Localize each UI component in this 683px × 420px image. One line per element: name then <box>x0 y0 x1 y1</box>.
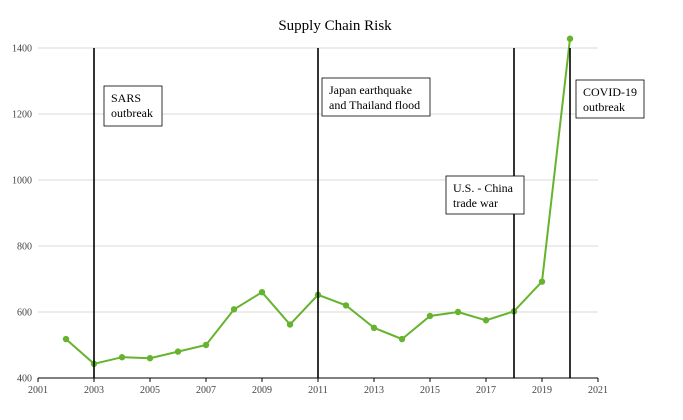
x-tick-label-2005: 2005 <box>140 385 160 396</box>
event-box-2011 <box>321 77 431 117</box>
y-tick-label-1200: 1200 <box>12 110 32 121</box>
chart-title: Supply Chain Risk <box>278 18 392 34</box>
event-box-2003 <box>103 85 163 127</box>
data-point-2005 <box>146 355 154 362</box>
x-tick-label-2015: 2015 <box>420 385 440 396</box>
data-point-2010 <box>286 321 294 328</box>
data-point-2004 <box>118 354 126 361</box>
data-point-2016 <box>454 308 462 316</box>
data-point-2008 <box>230 306 238 313</box>
data-point-2017 <box>482 317 490 324</box>
data-point-2013 <box>370 324 378 332</box>
data-point-2007 <box>202 341 210 349</box>
y-tick-label-600: 600 <box>17 308 32 319</box>
x-tick-label-2019: 2019 <box>532 385 552 396</box>
event-label-2003-line-2: outbreak <box>111 106 153 120</box>
event-label-2018-line-1: U.S. - China <box>453 181 514 195</box>
x-tick-label-2009: 2009 <box>252 385 272 396</box>
x-tick-label-2017: 2017 <box>476 385 496 396</box>
axis-layer: 400 600 800 1000 1200 1400 2001 2003 2005 2007 200… <box>12 44 608 397</box>
event-label-2011-line-1: Japan earthquake <box>329 83 412 97</box>
event-label-2003-line-1: SARS <box>111 91 141 105</box>
data-point-2009 <box>258 289 266 296</box>
y-tick-label-800: 800 <box>17 242 32 253</box>
event-box-2020 <box>575 79 645 119</box>
event-label-2018-line-2: trade war <box>453 196 498 210</box>
x-tick-label-2011: 2011 <box>308 385 328 396</box>
event-label-2020-line-2: outbreak <box>583 100 625 114</box>
x-tick-label-2013: 2013 <box>364 385 384 396</box>
data-point-2012 <box>342 302 350 309</box>
data-point-2019 <box>538 278 546 285</box>
y-tick-label-1400: 1400 <box>12 44 32 55</box>
x-tick-label-2003: 2003 <box>84 385 104 396</box>
data-point-2006 <box>174 348 182 355</box>
data-point-2014 <box>398 335 406 343</box>
event-label-2011-line-2: and Thailand flood <box>329 98 420 112</box>
data-point-2020 <box>566 35 574 42</box>
y-tick-label-400: 400 <box>17 374 32 385</box>
y-tick-label-1000: 1000 <box>12 176 32 187</box>
x-tick-label-2007: 2007 <box>196 385 216 396</box>
x-tick-label-2021: 2021 <box>588 385 608 396</box>
event-label-2020-line-1: COVID-19 <box>583 85 637 99</box>
data-point-2015 <box>426 312 434 320</box>
data-point-2002 <box>62 335 70 343</box>
x-tick-label-2001: 2001 <box>28 385 48 396</box>
event-box-2018 <box>445 175 525 215</box>
